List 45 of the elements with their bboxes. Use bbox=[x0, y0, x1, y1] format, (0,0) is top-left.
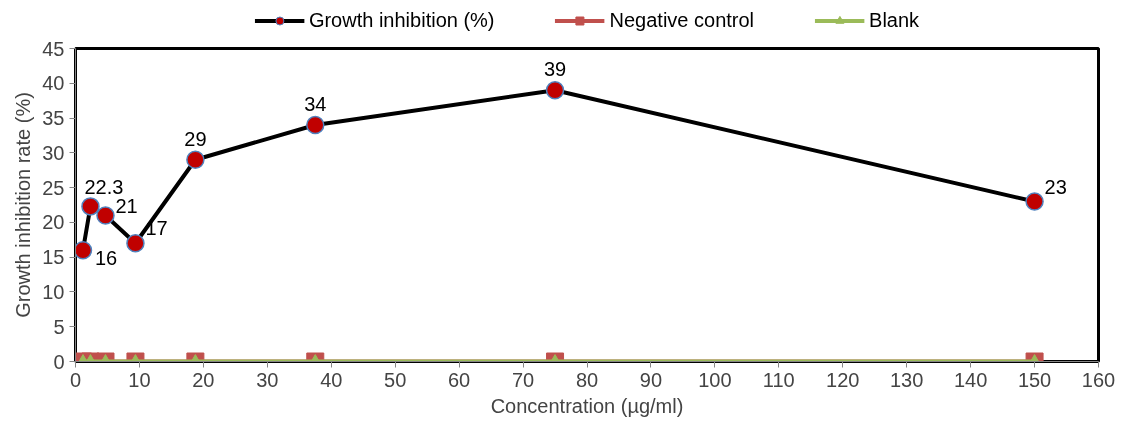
y-tick-label: 30 bbox=[42, 141, 65, 164]
legend-label: Negative control bbox=[609, 8, 755, 32]
point bbox=[306, 115, 325, 135]
point bbox=[96, 206, 115, 225]
x-tick-label: 110 bbox=[762, 368, 795, 391]
x-tick-label: 10 bbox=[128, 368, 151, 391]
y-tick-label: 0 bbox=[53, 350, 65, 373]
y-tick-label: 20 bbox=[42, 211, 65, 234]
y-tick-label: 40 bbox=[42, 72, 65, 95]
y-tick-label: 35 bbox=[42, 107, 65, 130]
x-tick-label: 120 bbox=[826, 368, 860, 391]
x-axis-title: Concentration (µg/ml) bbox=[490, 394, 684, 417]
x-tick-label: 100 bbox=[698, 368, 732, 391]
x-tick-label: 20 bbox=[192, 368, 215, 391]
point bbox=[545, 81, 565, 100]
legend-label: Growth inhibition (%) bbox=[308, 8, 495, 32]
point bbox=[186, 150, 205, 170]
x-tick-label: 30 bbox=[256, 368, 279, 391]
x-tick-label: 40 bbox=[320, 368, 343, 391]
y-axis-title: Growth inhibition rate (%) bbox=[12, 92, 35, 318]
point bbox=[81, 197, 100, 216]
data-label: 29 bbox=[184, 127, 207, 150]
x-tick-label: 50 bbox=[384, 368, 407, 391]
x-tick-label: 60 bbox=[448, 368, 471, 391]
y-tick-label: 15 bbox=[42, 246, 65, 269]
x-tick-label: 140 bbox=[953, 368, 988, 391]
x-tick-label: 130 bbox=[890, 368, 924, 391]
data-label: 39 bbox=[543, 58, 567, 81]
data-label: 16 bbox=[94, 247, 118, 270]
x-tick-label: 70 bbox=[511, 368, 535, 391]
y-tick-label: 10 bbox=[42, 280, 65, 303]
x-tick-label: 80 bbox=[575, 368, 599, 391]
x-tick-label: 90 bbox=[639, 368, 663, 391]
x-tick-label: 160 bbox=[1081, 368, 1116, 391]
data-label: 23 bbox=[1044, 175, 1067, 198]
point bbox=[1025, 192, 1044, 211]
point bbox=[75, 240, 93, 260]
data-label: 34 bbox=[304, 93, 327, 116]
point bbox=[126, 234, 145, 253]
y-tick-label: 45 bbox=[42, 37, 65, 60]
legend-label: Blank bbox=[869, 8, 920, 32]
x-tick-label: 0 bbox=[69, 368, 82, 391]
y-tick-label: 25 bbox=[42, 176, 65, 199]
x-tick-label: 150 bbox=[1017, 368, 1052, 391]
y-tick-label: 5 bbox=[53, 315, 65, 338]
